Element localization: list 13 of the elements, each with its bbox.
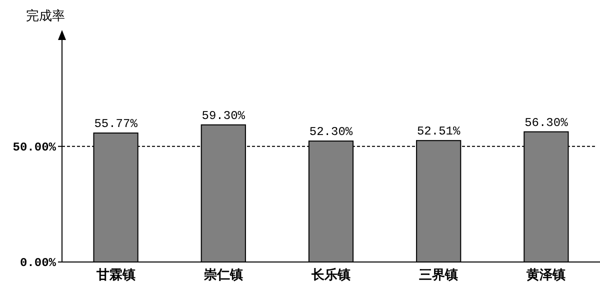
y-axis-title: 完成率 <box>26 8 65 24</box>
x-tick-label: 长乐镇 <box>310 267 350 283</box>
data-label: 59.30% <box>202 108 246 123</box>
x-tick-label: 黄泽镇 <box>526 268 566 283</box>
data-label: 56.30% <box>524 116 569 130</box>
data-label: 52.30% <box>309 125 354 140</box>
x-tick-label: 甘霖镇 <box>95 268 136 283</box>
data-label: 52.51% <box>416 124 461 139</box>
data-label: 55.77% <box>94 117 138 132</box>
y-tick-label: 0.00% <box>20 256 57 270</box>
y-tick-label: 50.00% <box>12 140 57 154</box>
x-tick-label: 三界镇 <box>419 268 458 283</box>
x-tick-label: 崇仁镇 <box>202 268 243 283</box>
